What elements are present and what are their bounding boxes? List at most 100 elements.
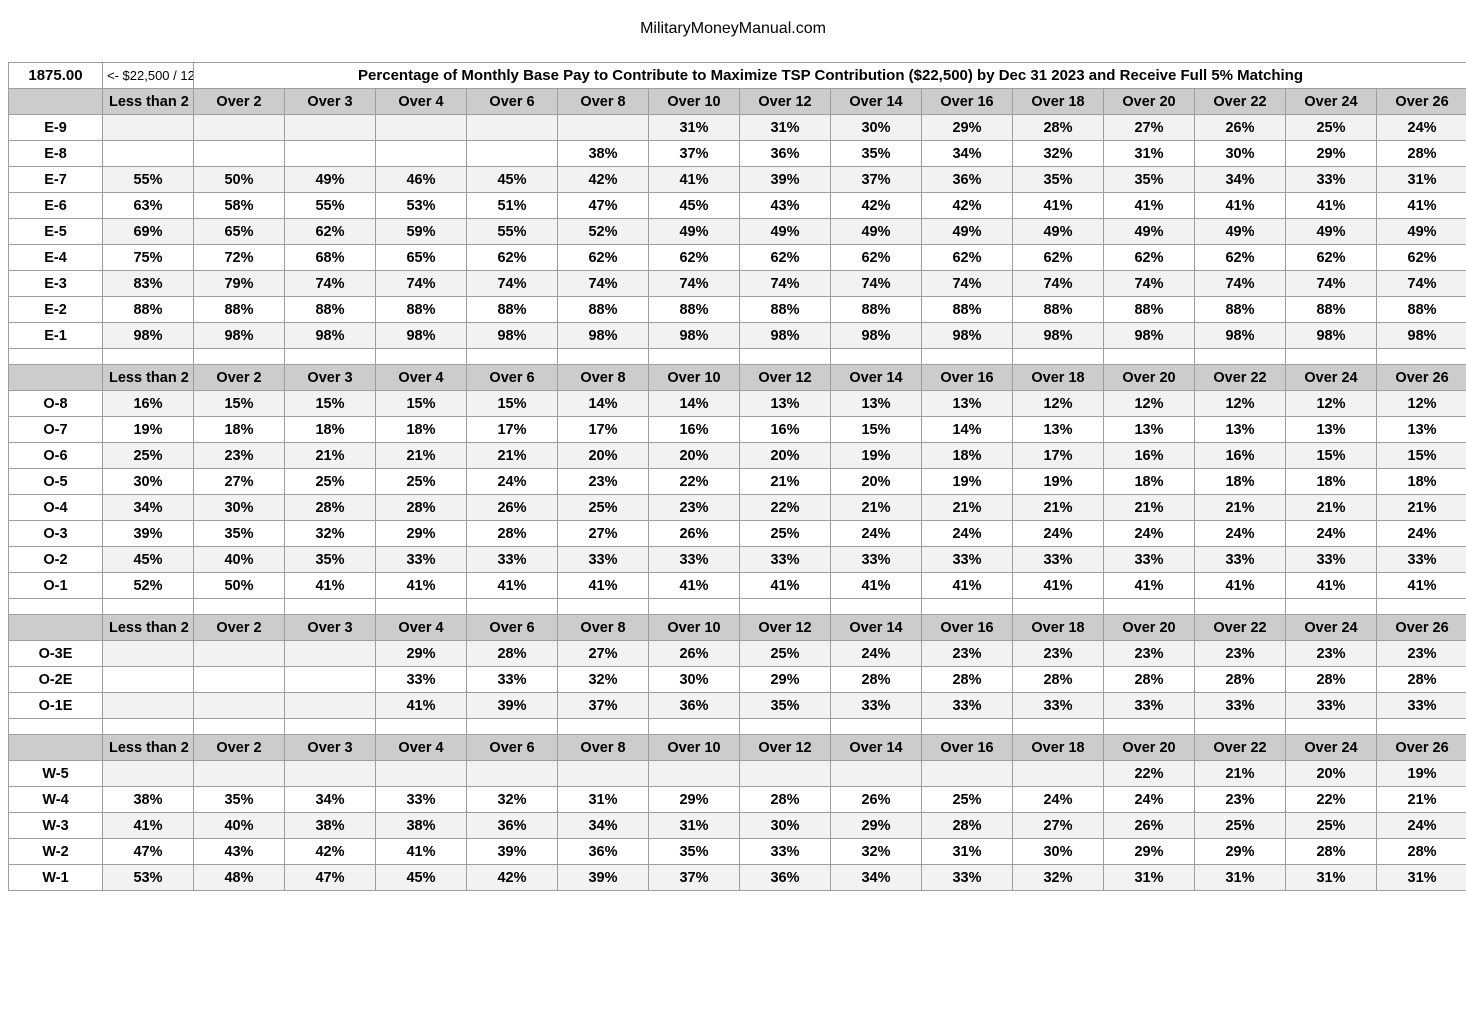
spacer-cell <box>1377 599 1466 615</box>
data-cell: 32% <box>1013 865 1104 891</box>
grade-cell: W-5 <box>9 761 103 787</box>
data-cell: 14% <box>558 391 649 417</box>
data-cell: 49% <box>1104 219 1195 245</box>
data-cell <box>558 761 649 787</box>
data-cell: 88% <box>1286 297 1377 323</box>
grade-cell: O-7 <box>9 417 103 443</box>
data-cell: 29% <box>1104 839 1195 865</box>
data-cell <box>103 641 194 667</box>
data-cell: 58% <box>194 193 285 219</box>
grade-cell: E-5 <box>9 219 103 245</box>
header-col-13: Over 24 <box>1286 365 1377 391</box>
data-cell: 55% <box>285 193 376 219</box>
spacer-cell <box>740 719 831 735</box>
spacer-cell <box>740 349 831 365</box>
header-col-8: Over 14 <box>831 89 922 115</box>
data-cell <box>467 761 558 787</box>
data-cell: 30% <box>649 667 740 693</box>
spacer-cell <box>285 349 376 365</box>
header-col-9: Over 16 <box>922 89 1013 115</box>
data-cell: 36% <box>649 693 740 719</box>
header-col-14: Over 26 <box>1377 735 1466 761</box>
grade-cell: O-2E <box>9 667 103 693</box>
data-cell: 18% <box>1286 469 1377 495</box>
data-cell: 65% <box>376 245 467 271</box>
grade-cell: O-5 <box>9 469 103 495</box>
data-cell: 62% <box>649 245 740 271</box>
spacer-cell <box>103 719 194 735</box>
data-cell: 50% <box>194 167 285 193</box>
data-cell: 23% <box>1195 641 1286 667</box>
data-cell: 39% <box>467 839 558 865</box>
data-cell: 18% <box>194 417 285 443</box>
data-cell <box>103 693 194 719</box>
data-cell: 74% <box>740 271 831 297</box>
header-col-5: Over 8 <box>558 365 649 391</box>
data-cell: 49% <box>1377 219 1466 245</box>
header-col-12: Over 22 <box>1195 615 1286 641</box>
data-cell: 33% <box>376 547 467 573</box>
data-cell: 74% <box>831 271 922 297</box>
data-cell: 21% <box>1195 495 1286 521</box>
spacer-cell <box>467 719 558 735</box>
data-cell: 41% <box>649 167 740 193</box>
data-cell <box>194 693 285 719</box>
data-cell: 33% <box>1013 547 1104 573</box>
data-cell: 41% <box>831 573 922 599</box>
data-cell: 20% <box>649 443 740 469</box>
data-cell: 24% <box>922 521 1013 547</box>
input-value-cell[interactable]: 1875.00 <box>9 63 103 89</box>
data-cell: 31% <box>649 115 740 141</box>
grade-cell: O-2 <box>9 547 103 573</box>
data-cell: 19% <box>103 417 194 443</box>
header-col-14: Over 26 <box>1377 615 1466 641</box>
spacer-cell <box>376 719 467 735</box>
data-cell: 49% <box>1013 219 1104 245</box>
data-cell: 62% <box>1286 245 1377 271</box>
data-cell: 74% <box>1286 271 1377 297</box>
data-cell: 14% <box>649 391 740 417</box>
data-cell: 83% <box>103 271 194 297</box>
data-cell: 74% <box>285 271 376 297</box>
data-cell: 13% <box>740 391 831 417</box>
data-cell: 88% <box>1013 297 1104 323</box>
data-cell: 41% <box>285 573 376 599</box>
data-cell: 27% <box>558 521 649 547</box>
data-cell: 25% <box>558 495 649 521</box>
header-col-6: Over 10 <box>649 615 740 641</box>
data-cell: 88% <box>467 297 558 323</box>
data-cell: 28% <box>467 641 558 667</box>
data-cell: 32% <box>1013 141 1104 167</box>
data-cell: 16% <box>740 417 831 443</box>
header-blank <box>9 615 103 641</box>
data-cell: 45% <box>376 865 467 891</box>
data-cell: 20% <box>740 443 831 469</box>
spacer-cell <box>285 719 376 735</box>
data-cell: 41% <box>467 573 558 599</box>
data-cell: 25% <box>740 521 831 547</box>
data-cell: 28% <box>1377 141 1466 167</box>
data-cell: 33% <box>558 547 649 573</box>
data-cell: 62% <box>1104 245 1195 271</box>
data-cell: 37% <box>558 693 649 719</box>
data-cell: 30% <box>1013 839 1104 865</box>
data-cell <box>285 141 376 167</box>
header-col-0: Less than 2 <box>103 735 194 761</box>
data-cell: 31% <box>1377 167 1466 193</box>
data-cell: 13% <box>1377 417 1466 443</box>
table-title-cell: Percentage of Monthly Base Pay to Contri… <box>194 63 1466 89</box>
data-cell: 19% <box>922 469 1013 495</box>
data-cell: 13% <box>922 391 1013 417</box>
data-cell: 12% <box>1377 391 1466 417</box>
grade-cell: O-1E <box>9 693 103 719</box>
data-cell: 13% <box>1286 417 1377 443</box>
data-cell: 52% <box>103 573 194 599</box>
grade-cell: E-6 <box>9 193 103 219</box>
header-col-2: Over 3 <box>285 615 376 641</box>
data-cell: 41% <box>103 813 194 839</box>
spacer-cell <box>1013 349 1104 365</box>
header-col-8: Over 14 <box>831 735 922 761</box>
data-cell: 13% <box>1104 417 1195 443</box>
data-cell: 74% <box>558 271 649 297</box>
spacer-cell <box>1195 719 1286 735</box>
